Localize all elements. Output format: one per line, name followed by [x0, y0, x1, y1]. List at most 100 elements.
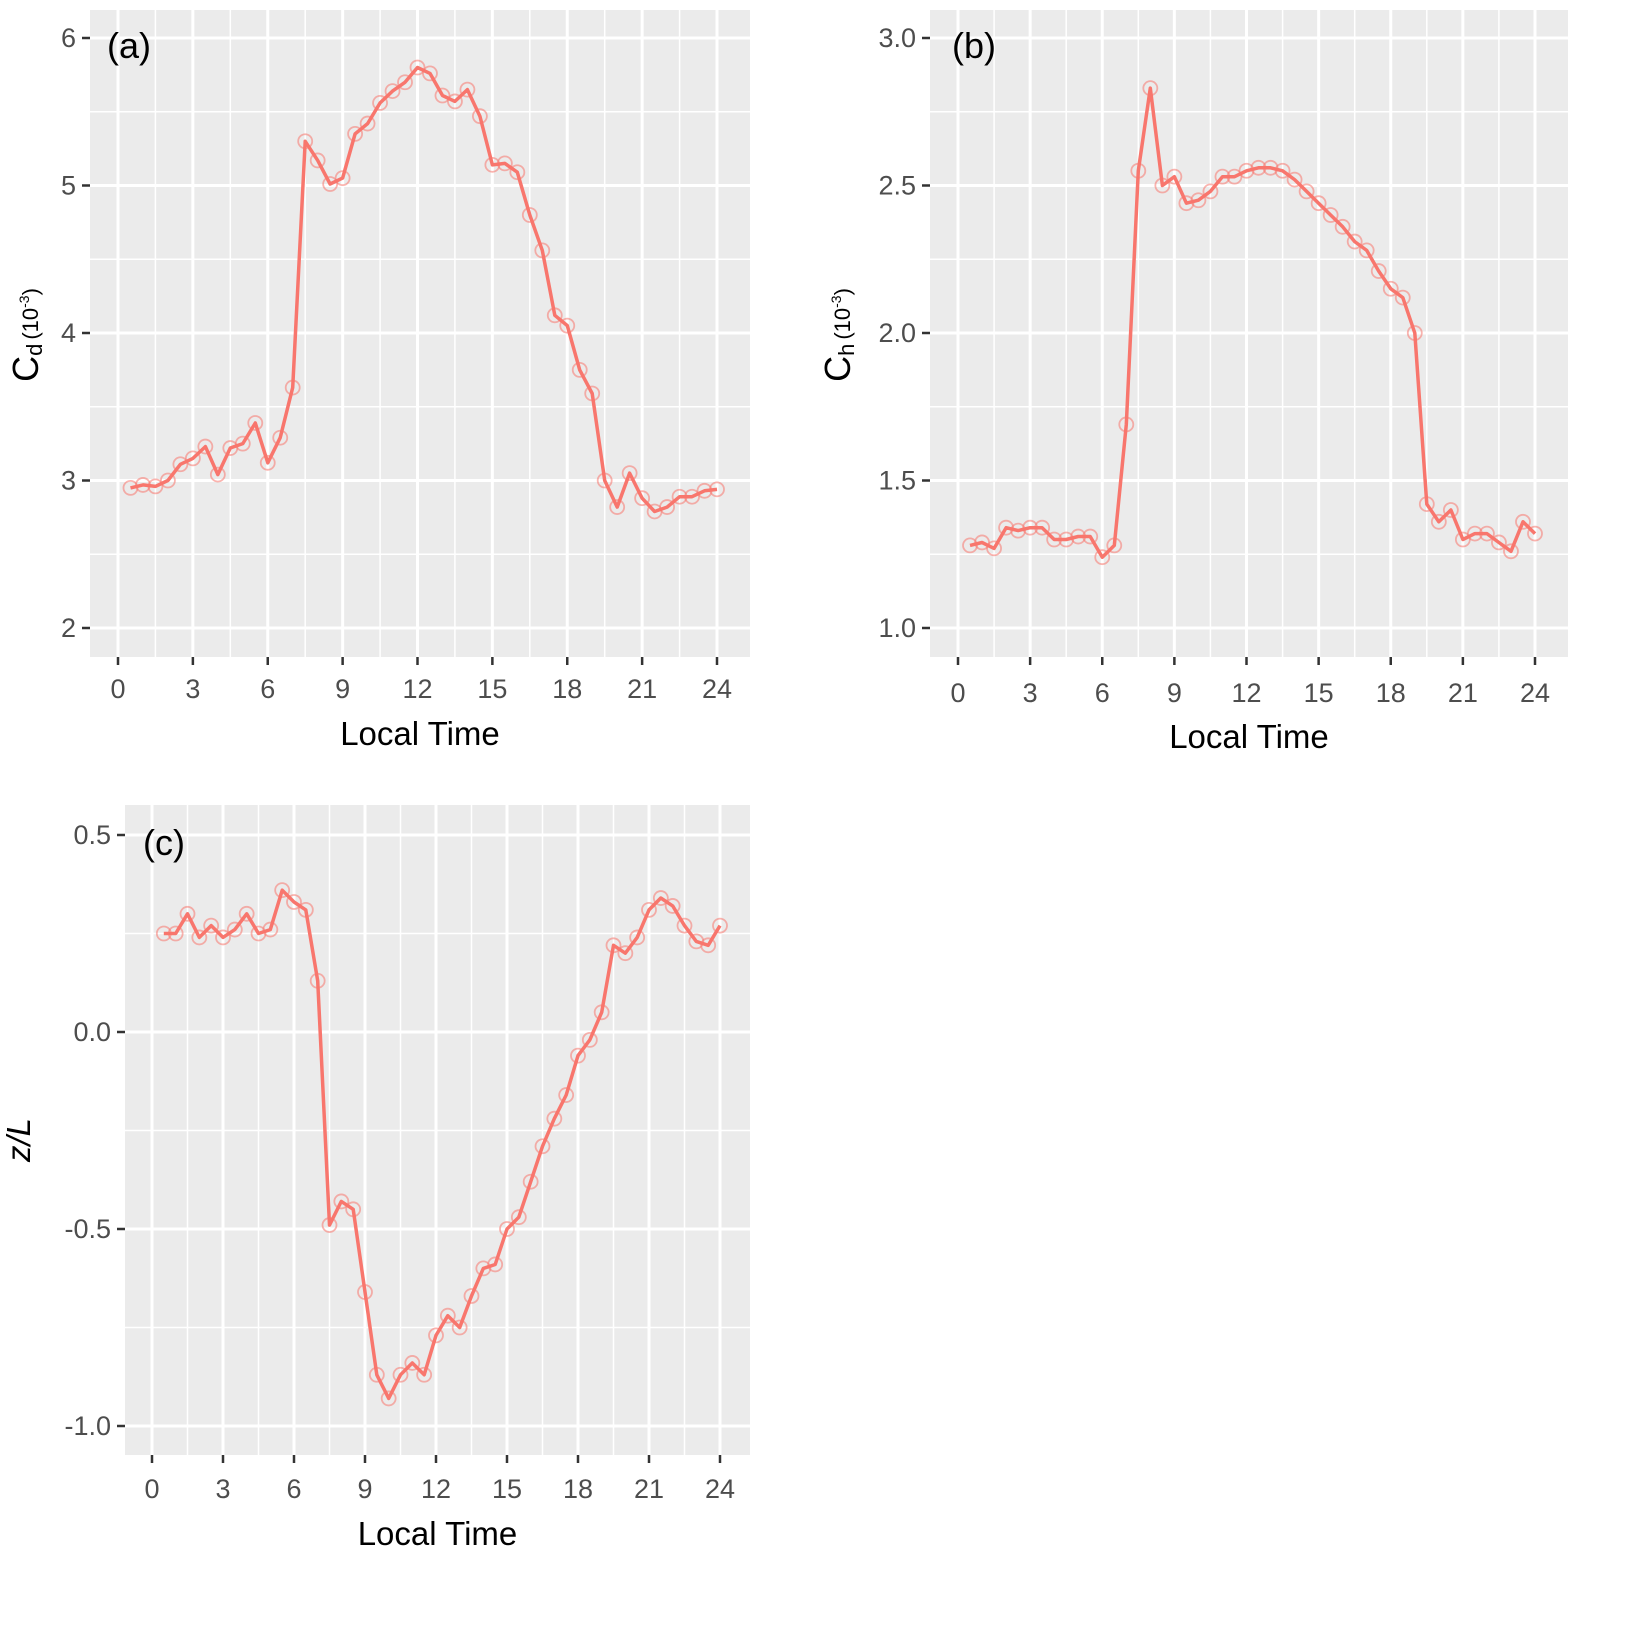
y-tick-label: 0.5 [73, 820, 111, 850]
data-point-marker [368, 1366, 385, 1383]
x-axis: 0 3 6 9 12 15 18 21 24 [950, 657, 1550, 708]
data-point-marker [1286, 171, 1303, 188]
data-point-marker [584, 385, 601, 402]
data-point-marker [1094, 549, 1111, 566]
data-point-marker [1418, 496, 1435, 513]
data-point-marker [247, 415, 264, 431]
x-tick-label: 15 [1304, 678, 1334, 708]
data-point-marker [135, 477, 151, 493]
data-point-marker [1479, 525, 1495, 542]
data-point-marker [179, 905, 196, 922]
data-point-marker [609, 499, 626, 515]
data-point-marker [147, 478, 164, 495]
data-point-marker [428, 1327, 444, 1344]
data-point-marker [172, 456, 189, 473]
y-axis: -1.0 -0.5 0.0 0.5 [64, 820, 125, 1441]
y-tick-label: 1.5 [878, 466, 916, 496]
data-point-marker [1154, 177, 1171, 194]
x-tick-label: 21 [1448, 678, 1478, 708]
data-point-marker [559, 317, 576, 334]
data-point-marker [659, 499, 675, 515]
x-tick-label: 21 [634, 1474, 664, 1504]
data-point-marker [409, 59, 426, 76]
data-point-marker [372, 95, 388, 111]
data-point-marker [712, 917, 728, 934]
data-point-marker [262, 921, 279, 938]
data-point-marker [484, 156, 501, 173]
data-point-marker [209, 466, 226, 483]
x-tick-label: 18 [563, 1474, 593, 1504]
data-point-marker [962, 537, 978, 554]
data-point-marker [1214, 168, 1231, 185]
x-tick-label: 24 [705, 1474, 735, 1504]
data-point-marker [509, 164, 526, 181]
x-tick-label: 15 [477, 674, 507, 704]
x-tick-label: 24 [1520, 678, 1550, 708]
x-tick-label: 6 [260, 674, 275, 704]
data-point-marker [309, 152, 326, 169]
data-point-marker [1202, 183, 1219, 200]
data-point-marker [434, 87, 451, 104]
data-point-marker [359, 115, 376, 132]
data-point-marker [1527, 525, 1543, 542]
data-point-marker [700, 937, 717, 954]
x-axis-title: Local Time [340, 715, 500, 752]
data-point-marker [1166, 168, 1183, 185]
data-point-marker [1022, 519, 1039, 536]
data-point-marker [384, 83, 401, 99]
data-point-marker [487, 1256, 504, 1273]
x-tick-label: 21 [627, 674, 657, 704]
x-axis: 0 3 6 9 12 15 18 21 24 [144, 1455, 735, 1504]
data-point-marker [1358, 242, 1375, 259]
data-point-marker [1394, 289, 1411, 306]
y-tick-label: 6 [61, 23, 76, 53]
y-tick-label: 1.0 [878, 613, 916, 643]
y-axis-title: Ch(10-3) [817, 288, 859, 382]
data-point-marker [596, 472, 613, 489]
data-point-marker [160, 472, 176, 489]
data-point-marker [671, 488, 688, 505]
data-point-marker [439, 1307, 456, 1324]
data-point-marker [1310, 195, 1327, 212]
data-point-marker [297, 901, 314, 918]
data-point-marker [1070, 528, 1087, 545]
data-point-marker [447, 93, 463, 110]
y-tick-label: 2 [61, 613, 76, 643]
data-point-marker [1503, 543, 1519, 560]
data-point-marker [1382, 280, 1399, 297]
data-point-marker [1250, 159, 1267, 176]
data-point-marker [652, 890, 669, 906]
data-point-marker [309, 972, 326, 989]
data-point-marker [617, 945, 634, 962]
data-point-marker [1142, 80, 1159, 97]
data-point-marker [1262, 159, 1279, 176]
data-point-marker [709, 481, 725, 498]
data-point-marker [1130, 162, 1147, 179]
data-point-marker [1118, 416, 1135, 433]
panel-a: 2 3 4 5 6 0 3 6 9 12 15 18 21 24 Local Time Cd(10-3) (a) [5, 10, 750, 752]
data-point-marker [499, 1221, 515, 1237]
data-point-marker [676, 917, 693, 934]
data-point-marker [1082, 528, 1099, 545]
data-point-marker [1106, 537, 1123, 554]
y-tick-label: 2.0 [878, 318, 916, 348]
y-tick-label: 3 [61, 466, 76, 496]
data-point-marker [459, 81, 476, 98]
data-point-marker [380, 1390, 397, 1407]
data-point-marker [238, 905, 255, 922]
x-axis-title: Local Time [1169, 718, 1329, 755]
data-point-marker [203, 917, 220, 934]
data-point-marker [1058, 531, 1075, 548]
data-point-marker [234, 435, 251, 452]
data-point-marker [510, 1209, 527, 1226]
x-tick-label: 9 [357, 1474, 372, 1504]
data-point-marker [1370, 263, 1387, 279]
data-point-marker [1466, 525, 1483, 542]
x-tick-label: 0 [110, 674, 125, 704]
data-point-marker [522, 1173, 539, 1190]
x-tick-label: 3 [1023, 678, 1038, 708]
data-point-marker [1442, 502, 1459, 518]
y-tick-label: 4 [61, 318, 76, 348]
y-axis-title: Cd(10-3) [5, 288, 47, 382]
panel-tag: (c) [143, 822, 185, 863]
